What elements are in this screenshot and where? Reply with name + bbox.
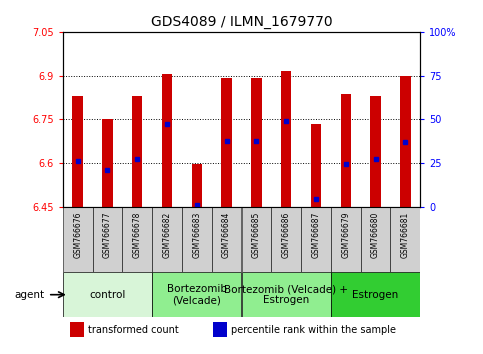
Text: Bortezomib
(Velcade): Bortezomib (Velcade) (167, 284, 227, 305)
Bar (213, 322, 227, 337)
Text: GSM766681: GSM766681 (401, 212, 410, 258)
Text: GSM766677: GSM766677 (103, 212, 112, 258)
Text: GSM766679: GSM766679 (341, 212, 350, 258)
Text: GSM766682: GSM766682 (163, 212, 171, 258)
Bar (152, 272, 242, 317)
Bar (212, 207, 242, 272)
Text: GSM766686: GSM766686 (282, 212, 291, 258)
Bar (72, 96, 83, 207)
Text: GSM766678: GSM766678 (133, 212, 142, 258)
Text: GSM766687: GSM766687 (312, 212, 320, 258)
Bar (192, 164, 202, 207)
Title: GDS4089 / ILMN_1679770: GDS4089 / ILMN_1679770 (151, 16, 332, 29)
Bar (93, 207, 122, 272)
Bar (370, 96, 381, 207)
Bar (102, 119, 113, 207)
Text: percentile rank within the sample: percentile rank within the sample (231, 325, 396, 335)
Bar (63, 207, 93, 272)
Bar (242, 272, 331, 317)
Bar (400, 75, 411, 207)
Text: control: control (89, 290, 126, 300)
Text: GSM766685: GSM766685 (252, 212, 261, 258)
Bar (70, 322, 84, 337)
Text: transformed count: transformed count (88, 325, 179, 335)
Bar (63, 272, 152, 317)
Bar (152, 207, 182, 272)
Bar (221, 79, 232, 207)
Bar (122, 207, 152, 272)
Bar (390, 207, 420, 272)
Bar (242, 207, 271, 272)
Bar (341, 95, 351, 207)
Bar (331, 272, 420, 317)
Bar (331, 207, 361, 272)
Text: GSM766683: GSM766683 (192, 212, 201, 258)
Text: Estrogen: Estrogen (353, 290, 398, 300)
Bar (271, 207, 301, 272)
Bar (182, 207, 212, 272)
Bar (162, 74, 172, 207)
Bar (281, 71, 291, 207)
Text: Bortezomib (Velcade) +
Estrogen: Bortezomib (Velcade) + Estrogen (224, 284, 348, 305)
Text: GSM766676: GSM766676 (73, 212, 82, 258)
Text: GSM766684: GSM766684 (222, 212, 231, 258)
Bar (132, 96, 142, 207)
Bar (361, 207, 390, 272)
Bar (311, 124, 321, 207)
Bar (251, 79, 262, 207)
Text: GSM766680: GSM766680 (371, 212, 380, 258)
Text: agent: agent (15, 290, 45, 300)
Bar (301, 207, 331, 272)
